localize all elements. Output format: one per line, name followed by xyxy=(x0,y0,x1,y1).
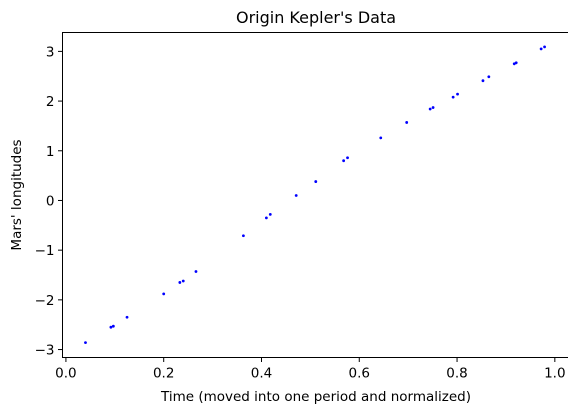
x-tick-label: 1.0 xyxy=(544,366,565,382)
data-point xyxy=(181,279,185,283)
y-tick-label: −3 xyxy=(35,343,55,359)
y-axis: −3 −2 −1 0 1 2 3 xyxy=(35,44,63,359)
x-tick-label: 0.8 xyxy=(446,366,467,382)
data-point xyxy=(268,212,272,216)
data-points xyxy=(84,45,546,344)
data-point xyxy=(456,92,459,96)
y-tick-label: −2 xyxy=(35,293,55,309)
y-tick-label: 3 xyxy=(46,44,55,60)
data-point xyxy=(405,121,409,124)
x-axis-label: Time (moved into one period and normaliz… xyxy=(160,389,471,405)
data-point xyxy=(451,95,455,99)
x-axis: 0.0 0.2 0.4 0.6 0.8 1.0 xyxy=(55,357,566,382)
data-point xyxy=(84,341,87,344)
data-point xyxy=(194,270,198,273)
data-point xyxy=(539,47,543,51)
plot-frame xyxy=(62,32,568,358)
x-tick-label: 0.0 xyxy=(55,366,76,382)
data-point xyxy=(162,292,166,296)
data-point xyxy=(379,136,383,140)
y-tick-label: −1 xyxy=(35,243,55,259)
y-axis-label: Mars' longitudes xyxy=(9,139,25,250)
x-tick-label: 0.6 xyxy=(349,366,370,382)
x-tick-label: 0.4 xyxy=(251,366,272,382)
data-point xyxy=(543,45,546,49)
x-tick-label: 0.2 xyxy=(153,366,174,382)
y-tick-label: 2 xyxy=(46,94,55,110)
data-point xyxy=(264,216,268,220)
data-point xyxy=(481,79,485,83)
data-point xyxy=(109,325,113,329)
data-point xyxy=(125,315,129,319)
y-tick-label: 0 xyxy=(46,193,55,209)
data-point xyxy=(342,159,346,163)
data-point xyxy=(178,281,182,284)
chart-title: Origin Kepler's Data xyxy=(236,8,396,27)
data-point xyxy=(346,156,349,160)
data-point xyxy=(431,106,435,109)
data-point xyxy=(487,75,491,79)
data-point xyxy=(111,324,115,328)
data-point xyxy=(514,61,518,65)
data-point xyxy=(314,180,318,183)
data-point xyxy=(242,234,245,238)
data-point xyxy=(294,194,298,197)
y-tick-label: 1 xyxy=(46,144,55,160)
data-point xyxy=(428,107,432,111)
